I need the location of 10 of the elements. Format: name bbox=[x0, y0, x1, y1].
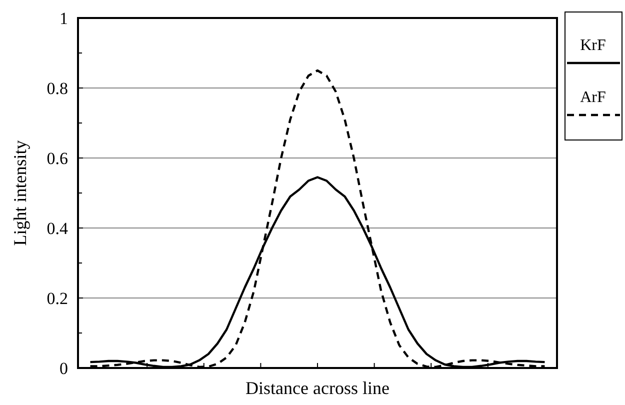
y-tick-label: 0.4 bbox=[46, 218, 68, 238]
text: ArF bbox=[580, 89, 606, 106]
y-tick-label: 0.2 bbox=[46, 288, 68, 308]
y-tick-label: 1 bbox=[60, 8, 68, 28]
x-axis-title: Distance across line bbox=[246, 378, 390, 398]
y-tick-label: 0.6 bbox=[46, 148, 68, 168]
y-tick-label: 0 bbox=[60, 358, 68, 378]
text: KrF bbox=[580, 37, 606, 54]
y-tick-label: 0.8 bbox=[46, 78, 68, 98]
y-axis-title: Light intensity bbox=[10, 140, 30, 246]
